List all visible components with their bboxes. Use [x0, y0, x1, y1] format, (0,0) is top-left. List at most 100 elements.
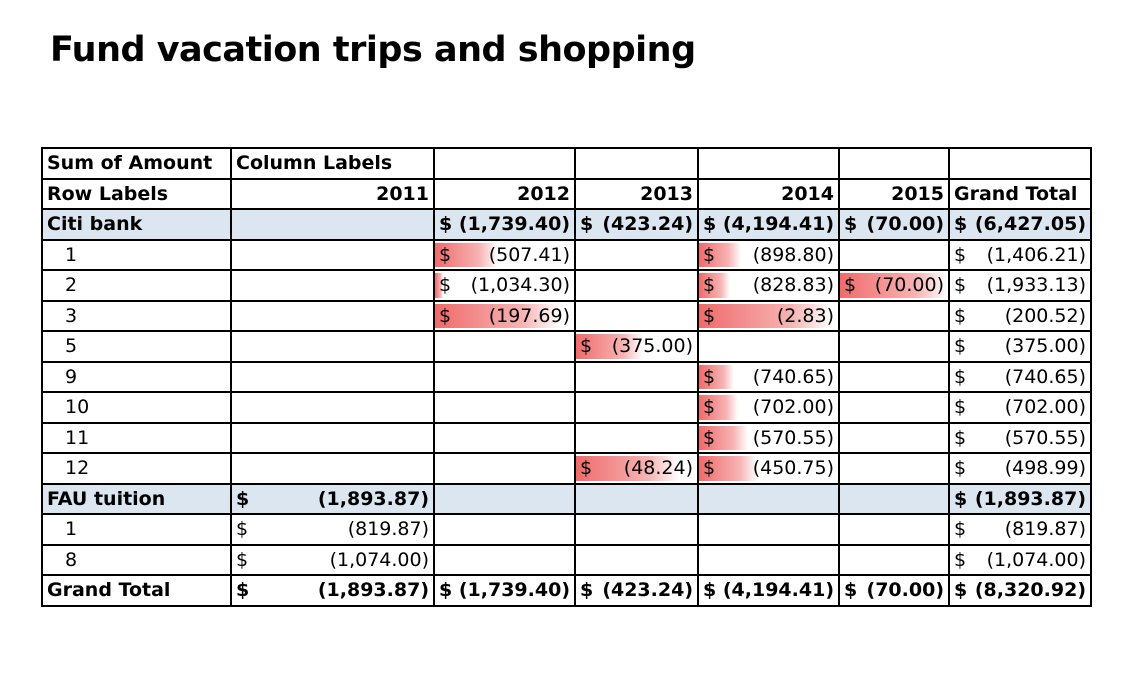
value-cell[interactable]: $ (1,739.40) [433, 574, 576, 607]
value-cell[interactable] [838, 543, 950, 576]
value-cell[interactable]: $ (200.52) [948, 299, 1092, 332]
value-cell[interactable] [574, 421, 699, 454]
value-cell[interactable]: $ (1,406.21) [948, 238, 1092, 271]
value-cell[interactable] [433, 421, 576, 454]
amount-value: (4,194.41) [722, 213, 834, 236]
row-label[interactable]: 3 [41, 299, 232, 332]
value-cell[interactable]: $ (375.00) [948, 330, 1092, 363]
value-cell[interactable] [230, 330, 435, 363]
amount-value: (48.24) [623, 457, 693, 480]
item-row: 2 $ (1,034.30) $ (828.83) $ (70.00) $ (1,933.13) [41, 269, 1092, 302]
row-label[interactable]: 11 [41, 421, 232, 454]
row-label[interactable]: 1 [41, 513, 232, 546]
row-label[interactable]: FAU tuition [41, 482, 232, 515]
value-cell[interactable]: $ (70.00) [838, 574, 950, 607]
row-label[interactable]: 8 [41, 543, 232, 576]
value-cell[interactable] [838, 482, 950, 515]
value-cell[interactable] [574, 543, 699, 576]
value-cell[interactable]: $ (898.80) [697, 238, 840, 271]
value-cell[interactable]: $ (423.24) [574, 574, 699, 607]
value-cell[interactable] [433, 330, 576, 363]
value-cell[interactable]: $ (4,194.41) [697, 208, 840, 241]
value-cell[interactable] [697, 482, 840, 515]
amount-value: (819.87) [1004, 518, 1086, 541]
row-label[interactable]: 9 [41, 360, 232, 393]
value-cell[interactable]: $ (507.41) [433, 238, 576, 271]
value-cell[interactable]: $ (6,427.05) [948, 208, 1092, 241]
row-label[interactable]: 12 [41, 452, 232, 485]
value-cell[interactable]: $ (2.83) [697, 299, 840, 332]
value-cell[interactable]: $ (1,034.30) [433, 269, 576, 302]
value-cell[interactable] [574, 513, 699, 546]
value-cell[interactable] [838, 360, 950, 393]
row-label[interactable]: 5 [41, 330, 232, 363]
value-cell[interactable] [433, 513, 576, 546]
value-cell[interactable] [838, 391, 950, 424]
value-cell[interactable]: $ (450.75) [697, 452, 840, 485]
value-cell[interactable] [838, 513, 950, 546]
value-cell[interactable]: $ (4,194.41) [697, 574, 840, 607]
value-cell[interactable] [697, 543, 840, 576]
value-cell[interactable]: $ (570.55) [948, 421, 1092, 454]
value-cell[interactable] [230, 391, 435, 424]
value-cell[interactable] [230, 421, 435, 454]
value-cell[interactable]: $ (423.24) [574, 208, 699, 241]
value-cell[interactable] [433, 452, 576, 485]
value-cell[interactable]: $ (570.55) [697, 421, 840, 454]
value-cell[interactable] [230, 360, 435, 393]
value-cell[interactable]: $ (70.00) [838, 269, 950, 302]
value-cell[interactable]: $ (702.00) [697, 391, 840, 424]
value-cell[interactable] [230, 208, 435, 241]
value-cell[interactable]: $ (70.00) [838, 208, 950, 241]
value-cell[interactable] [230, 299, 435, 332]
value-cell[interactable] [230, 452, 435, 485]
value-cell[interactable] [574, 269, 699, 302]
value-cell[interactable] [838, 452, 950, 485]
value-cell[interactable]: $ (1,074.00) [948, 543, 1092, 576]
row-label[interactable]: 2 [41, 269, 232, 302]
currency-symbol: $ [703, 213, 717, 236]
value-cell[interactable] [838, 330, 950, 363]
value-cell[interactable]: $ (498.99) [948, 452, 1092, 485]
value-cell[interactable] [697, 330, 840, 363]
value-cell[interactable] [697, 513, 840, 546]
value-cell[interactable] [230, 269, 435, 302]
value-cell[interactable] [838, 299, 950, 332]
row-label[interactable]: 10 [41, 391, 232, 424]
value-cell[interactable]: $ (740.65) [697, 360, 840, 393]
value-cell[interactable]: $ (819.87) [948, 513, 1092, 546]
value-cell[interactable] [433, 543, 576, 576]
value-cell[interactable]: $ (1,893.87) [230, 482, 435, 515]
value-cell[interactable]: $ (1,074.00) [230, 543, 435, 576]
value-cell[interactable] [433, 482, 576, 515]
value-cell[interactable]: $ (1,739.40) [433, 208, 576, 241]
value-cell[interactable] [838, 238, 950, 271]
value-cell[interactable] [574, 299, 699, 332]
value-cell[interactable] [838, 421, 950, 454]
row-label[interactable]: Citi bank [41, 208, 232, 241]
row-labels-header[interactable]: Row Labels [41, 177, 232, 210]
value-cell[interactable]: $ (197.69) [433, 299, 576, 332]
value-cell[interactable] [574, 391, 699, 424]
value-cell[interactable]: $ (8,320.92) [948, 574, 1092, 607]
value-cell[interactable]: $ (819.87) [230, 513, 435, 546]
value-cell[interactable]: $ (1,893.87) [230, 574, 435, 607]
value-cell[interactable]: $ (702.00) [948, 391, 1092, 424]
amount-value: (6,427.05) [974, 213, 1086, 236]
value-cell[interactable] [574, 238, 699, 271]
value-cell[interactable]: $ (740.65) [948, 360, 1092, 393]
column-labels-header[interactable]: Column Labels [230, 147, 435, 180]
value-cell[interactable] [433, 391, 576, 424]
value-cell[interactable]: $ (375.00) [574, 330, 699, 363]
value-cell[interactable] [574, 360, 699, 393]
value-cell[interactable] [433, 360, 576, 393]
row-label[interactable]: 1 [41, 238, 232, 271]
value-cell[interactable] [230, 238, 435, 271]
value-cell[interactable] [574, 482, 699, 515]
value-cell[interactable]: $ (828.83) [697, 269, 840, 302]
value-cell[interactable]: $ (48.24) [574, 452, 699, 485]
row-label[interactable]: Grand Total [41, 574, 232, 607]
value-cell[interactable]: $ (1,893.87) [948, 482, 1092, 515]
amount-value: (1,034.30) [470, 274, 570, 297]
value-cell[interactable]: $ (1,933.13) [948, 269, 1092, 302]
